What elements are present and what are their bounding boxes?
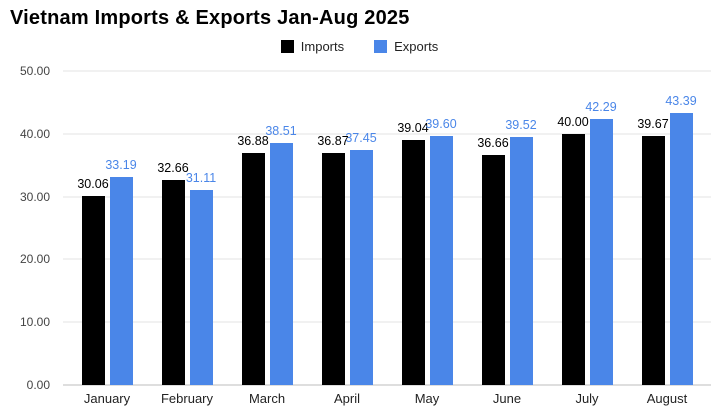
y-tick-label-50: 50.00 (19, 64, 50, 78)
bar-exports-april: 37.45 (345, 131, 377, 385)
gridline-10 (63, 321, 711, 323)
bar-imports-august: 39.67 (637, 117, 669, 385)
bar-value-label-exports-january: 33.19 (105, 157, 137, 172)
plot-area: 0.00 10.00 20.00 30.00 40.00 50.00 30.06 33.19… (20, 64, 711, 392)
x-tick-label-august: August (646, 391, 688, 406)
bar-exports-may: 39.60 (425, 117, 457, 385)
bar-value-label-imports-april: 36.87 (317, 134, 349, 149)
bar-group-july: 40.00 42.29 (557, 71, 617, 385)
bar-exports-june: 39.52 (505, 118, 537, 385)
gridline-0 (63, 384, 711, 386)
x-axis: January February March April May June July Augu… (63, 391, 711, 406)
imports-legend-label: Imports (300, 38, 345, 54)
bar-value-label-exports-may: 39.60 (425, 117, 457, 132)
bar-imports-february: 32.66 (157, 161, 189, 385)
bar-value-label-exports-february: 31.11 (185, 170, 217, 185)
bar-value-label-exports-june: 39.52 (505, 117, 537, 132)
bar-value-label-imports-july: 40.00 (557, 114, 589, 129)
y-tick-label-0: 0.00 (26, 378, 50, 392)
x-tick-label-may: May (414, 391, 440, 406)
chart-legend: Imports Exports (8, 38, 711, 54)
x-tick-label-april: April (333, 391, 360, 406)
exports-legend-swatch (374, 39, 388, 53)
bar-group-april: 36.87 37.45 (317, 71, 377, 385)
bar-value-label-imports-february: 32.66 (157, 160, 189, 175)
y-tick-label-10: 10.00 (19, 315, 50, 330)
bar-imports-july: 40.00 (557, 115, 589, 385)
bar-group-january: 30.06 33.19 (77, 71, 137, 385)
bar-exports-february: 31.11 (186, 171, 216, 385)
bar-group-june: 36.66 39.52 (477, 71, 537, 385)
bar-exports-july: 42.29 (585, 100, 617, 385)
legend-item-imports: Imports (280, 38, 345, 54)
chart-title: Vietnam Imports & Exports Jan-Aug 2025 (10, 7, 410, 29)
x-tick-label-february: February (160, 391, 214, 406)
x-tick-label-march: March (248, 391, 286, 406)
bar-value-label-imports-june: 36.66 (477, 135, 509, 150)
bar-value-label-imports-august: 39.67 (637, 116, 669, 131)
gridline-50 (63, 70, 711, 72)
bar-imports-january: 30.06 (77, 177, 109, 385)
x-tick-label-january: January (83, 391, 131, 406)
bar-value-label-exports-august: 43.39 (665, 93, 697, 108)
bar-group-march: 36.88 38.51 (237, 71, 297, 385)
bar-group-february: 32.66 31.11 (157, 71, 216, 385)
bar-imports-april: 36.87 (317, 134, 349, 385)
bar-exports-august: 43.39 (665, 94, 697, 385)
imports-legend-swatch (280, 39, 294, 53)
bar-exports-march: 38.51 (265, 124, 297, 385)
gridline-30 (63, 196, 711, 198)
bar-exports-january: 33.19 (105, 158, 137, 385)
bar-value-label-exports-march: 38.51 (265, 124, 297, 139)
exports-legend-label: Exports (394, 38, 439, 54)
y-axis: 0.00 10.00 20.00 30.00 40.00 50.00 (8, 64, 54, 392)
legend-item-exports: Exports (374, 39, 438, 54)
bar-value-label-imports-march: 36.88 (237, 134, 269, 149)
bar-value-label-exports-july: 42.29 (585, 100, 617, 115)
y-tick-label-40: 40.00 (19, 126, 50, 141)
bar-group-may: 39.04 39.60 (397, 71, 457, 385)
gridline-40 (63, 133, 711, 135)
bar-imports-june: 36.66 (477, 136, 509, 385)
bar-value-label-exports-april: 37.45 (345, 130, 377, 145)
bar-series: 30.06 33.19 32.66 31.11 36.88 38.51 36.87 37.45… (63, 71, 711, 385)
bar-imports-may: 39.04 (397, 121, 429, 385)
bar-value-label-imports-may: 39.04 (397, 120, 429, 135)
x-tick-label-july: July (575, 391, 599, 406)
bar-group-august: 39.67 43.39 (637, 71, 697, 385)
bar-imports-march: 36.88 (237, 134, 269, 385)
gridline-20 (63, 258, 711, 260)
x-tick-label-june: June (492, 391, 522, 406)
bar-value-label-imports-january: 30.06 (77, 177, 109, 192)
y-tick-label-20: 20.00 (19, 252, 50, 267)
bar-chart: 0.00 10.00 20.00 30.00 40.00 50.00 30.06 33.19… (20, 64, 711, 406)
y-tick-label-30: 30.00 (19, 189, 50, 204)
